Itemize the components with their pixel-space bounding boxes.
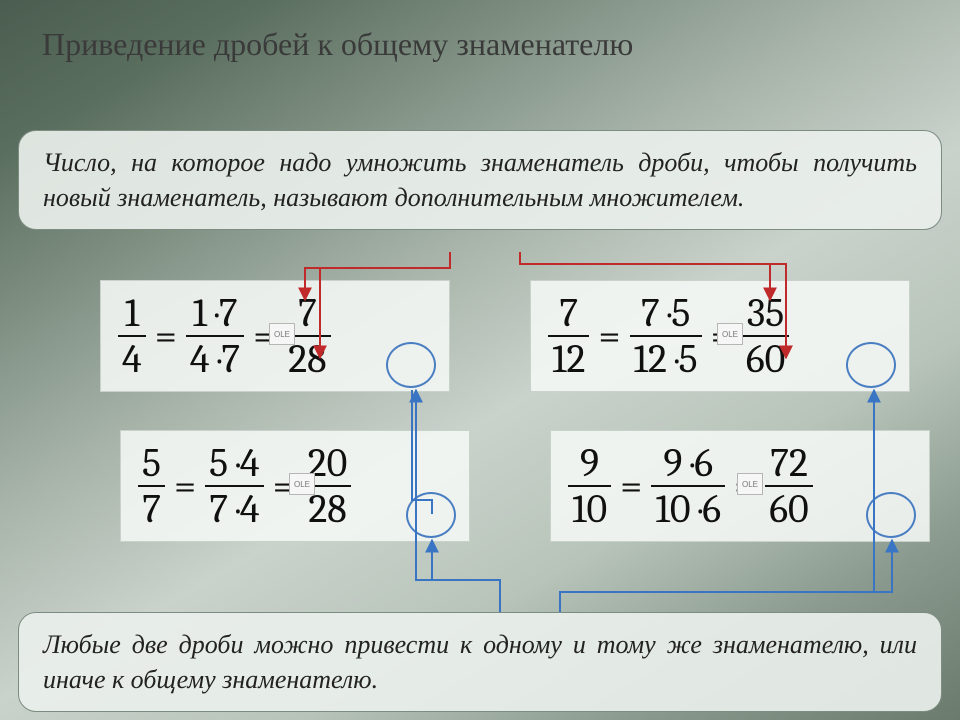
equation-3: 57 = 5 ·4 7 ·4 = 2028 OLE: [120, 430, 470, 542]
conclusion-box: Любые две дроби можно привести к одному …: [18, 612, 942, 712]
equation-2: 712 = 7 ·5 12 ·5 = 3560 OLE: [530, 280, 910, 392]
definition-box: Число, на которое надо умножить знаменат…: [18, 130, 942, 230]
ole-icon: OLE: [737, 473, 763, 495]
equations-area: 14 = 1 ·7 4 ·7 = 728 OLE 712 = 7 ·5 12 ·…: [60, 280, 920, 600]
ole-icon: OLE: [717, 323, 743, 345]
ole-icon: OLE: [269, 323, 295, 345]
equation-1: 14 = 1 ·7 4 ·7 = 728 OLE: [100, 280, 450, 392]
ole-icon: OLE: [289, 473, 315, 495]
equation-4: 910 = 9 ·6 10 ·6 = 7260 OLE: [550, 430, 930, 542]
page-title: Приведение дробей к общему знаменателю: [42, 26, 912, 63]
